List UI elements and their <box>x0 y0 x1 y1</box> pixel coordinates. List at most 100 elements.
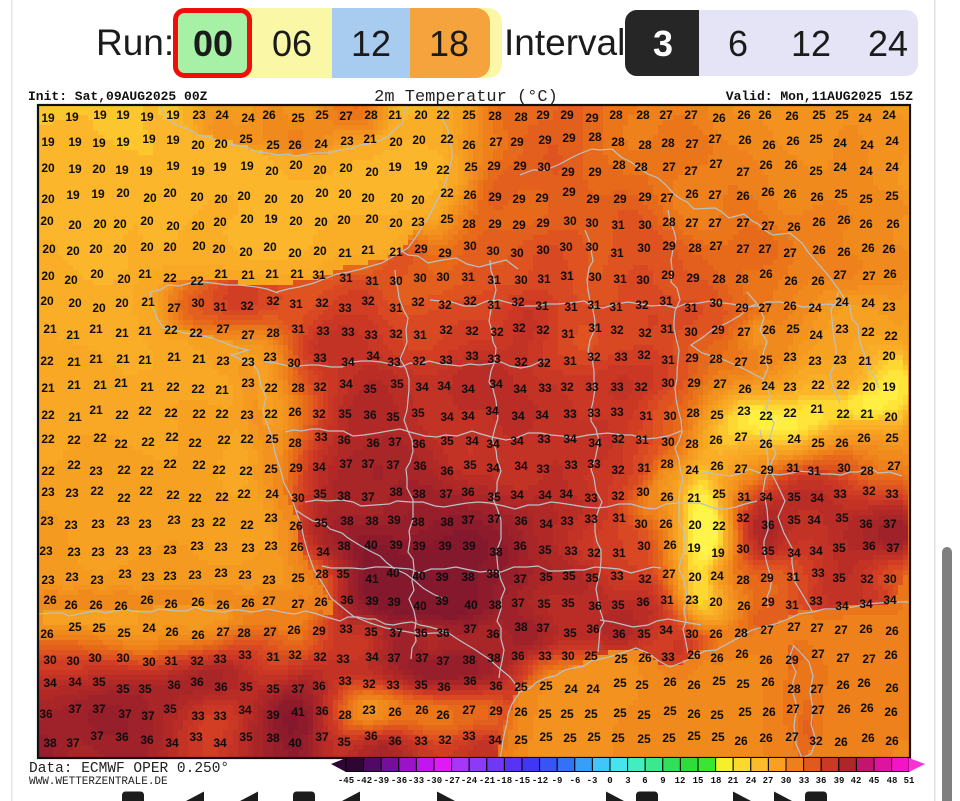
svg-text:Interval: Interval <box>504 22 625 63</box>
svg-text:-45: -45 <box>338 776 354 786</box>
svg-text:36: 36 <box>413 459 427 473</box>
svg-text:36: 36 <box>412 437 426 451</box>
svg-text:31: 31 <box>291 322 305 336</box>
svg-text:25: 25 <box>291 571 305 585</box>
svg-text:23: 23 <box>411 215 425 229</box>
svg-text:27: 27 <box>786 702 800 716</box>
svg-text:23: 23 <box>39 544 53 558</box>
svg-text:19: 19 <box>139 164 153 178</box>
svg-text:33: 33 <box>538 649 552 663</box>
svg-text:26: 26 <box>784 158 798 172</box>
svg-text:23: 23 <box>833 353 847 367</box>
svg-text:37: 37 <box>439 487 453 501</box>
svg-text:-18: -18 <box>496 776 512 786</box>
svg-text:25: 25 <box>239 132 253 146</box>
svg-text:26: 26 <box>165 625 179 639</box>
svg-text:26: 26 <box>857 431 871 445</box>
svg-text:27: 27 <box>709 157 723 171</box>
svg-text:33: 33 <box>560 514 574 528</box>
svg-text:36: 36 <box>461 485 475 499</box>
svg-text:31: 31 <box>612 511 626 525</box>
svg-text:25: 25 <box>635 678 649 692</box>
svg-text:35: 35 <box>835 511 849 525</box>
svg-text:29: 29 <box>536 216 550 230</box>
svg-text:24: 24 <box>835 295 849 309</box>
svg-text:26: 26 <box>64 598 78 612</box>
svg-text:35: 35 <box>414 678 428 692</box>
svg-text:30: 30 <box>637 539 651 553</box>
svg-text:2m Temperatur (°C): 2m Temperatur (°C) <box>374 88 558 107</box>
svg-text:34: 34 <box>488 733 502 747</box>
svg-text:39: 39 <box>462 539 476 553</box>
svg-text:19: 19 <box>142 132 156 146</box>
svg-text:06: 06 <box>272 23 312 64</box>
svg-text:27: 27 <box>834 623 848 637</box>
svg-text:33: 33 <box>238 648 252 662</box>
svg-text:22: 22 <box>836 407 850 421</box>
svg-text:25: 25 <box>712 674 726 688</box>
svg-text:51: 51 <box>904 776 915 786</box>
svg-text:30: 30 <box>563 214 577 228</box>
svg-text:26: 26 <box>436 708 450 722</box>
svg-text:20: 20 <box>339 161 353 175</box>
svg-text:32: 32 <box>463 294 477 308</box>
svg-text:27: 27 <box>736 165 750 179</box>
svg-text:24: 24 <box>215 108 229 122</box>
svg-text:28: 28 <box>634 160 648 174</box>
svg-text:32: 32 <box>637 348 651 362</box>
svg-text:27: 27 <box>662 567 676 581</box>
svg-text:37: 37 <box>461 513 475 527</box>
svg-text:40: 40 <box>413 599 427 613</box>
svg-text:26: 26 <box>738 382 752 396</box>
svg-text:33: 33 <box>584 512 598 526</box>
svg-text:28: 28 <box>709 352 723 366</box>
svg-text:28: 28 <box>636 108 650 122</box>
svg-text:26: 26 <box>759 731 773 745</box>
svg-text:38: 38 <box>266 731 280 745</box>
svg-text:35: 35 <box>832 541 846 555</box>
svg-text:26: 26 <box>663 675 677 689</box>
svg-text:37: 37 <box>386 458 400 472</box>
svg-text:23: 23 <box>163 569 177 583</box>
svg-text:25: 25 <box>711 730 725 744</box>
svg-text:28: 28 <box>638 138 652 152</box>
svg-text:-12: -12 <box>532 776 548 786</box>
svg-text:23: 23 <box>263 350 277 364</box>
svg-text:27: 27 <box>763 776 774 786</box>
svg-text:30: 30 <box>883 572 897 586</box>
svg-text:26: 26 <box>709 627 723 641</box>
svg-text:22: 22 <box>189 326 203 340</box>
svg-text:39: 39 <box>438 539 452 553</box>
svg-text:23: 23 <box>685 593 699 607</box>
svg-text:20: 20 <box>390 191 404 205</box>
svg-text:-33: -33 <box>408 776 424 786</box>
svg-text:20: 20 <box>263 240 277 254</box>
svg-text:26: 26 <box>216 598 230 612</box>
svg-text:29: 29 <box>487 159 501 173</box>
svg-text:29: 29 <box>638 190 652 204</box>
svg-text:27: 27 <box>734 355 748 369</box>
svg-text:37: 37 <box>315 730 329 744</box>
svg-text:27: 27 <box>462 703 476 717</box>
svg-text:21: 21 <box>687 491 701 505</box>
svg-text:26: 26 <box>140 593 154 607</box>
svg-text:27: 27 <box>216 625 230 639</box>
svg-text:36: 36 <box>463 674 477 688</box>
svg-text:48: 48 <box>887 776 898 786</box>
svg-text:32: 32 <box>190 654 204 668</box>
svg-text:35: 35 <box>537 597 551 611</box>
svg-text:30: 30 <box>536 243 550 257</box>
svg-text:23: 23 <box>41 573 55 587</box>
svg-text:25: 25 <box>663 704 677 718</box>
svg-text:20: 20 <box>688 518 702 532</box>
svg-text:23: 23 <box>65 486 79 500</box>
svg-text:35: 35 <box>116 682 130 696</box>
svg-text:21: 21 <box>858 354 872 368</box>
svg-text:30: 30 <box>142 655 156 669</box>
svg-text:31: 31 <box>587 298 601 312</box>
svg-text:37: 37 <box>536 621 550 635</box>
svg-text:32: 32 <box>860 572 874 586</box>
svg-text:25: 25 <box>538 707 552 721</box>
svg-text:25: 25 <box>662 731 676 745</box>
svg-text:22: 22 <box>191 382 205 396</box>
